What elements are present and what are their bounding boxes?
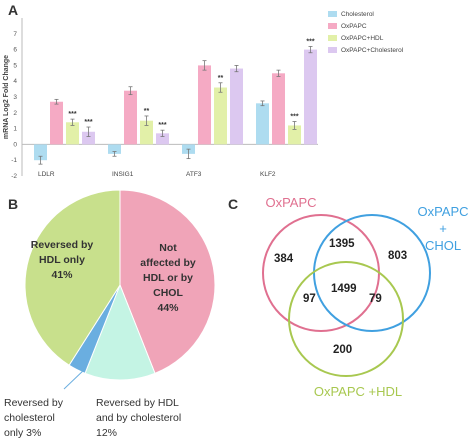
y-tick-label: 7 xyxy=(13,31,17,38)
pie-slice xyxy=(84,283,156,381)
legend-label: OxPAPC+HDL xyxy=(341,34,384,42)
bar xyxy=(214,87,227,145)
y-tick-label: 3 xyxy=(13,94,17,101)
bar xyxy=(256,103,269,145)
panel-label-c: C xyxy=(228,196,239,212)
significance-label: *** xyxy=(84,119,92,126)
panel-label-b: B xyxy=(8,196,19,212)
venn-region-oxpapc-only: 384 xyxy=(274,253,294,265)
significance-label: *** xyxy=(306,38,314,45)
venn-title-oxpapc-hdl: OxPAPC +HDL xyxy=(313,384,403,399)
bar xyxy=(50,101,63,145)
legend-swatch xyxy=(328,35,337,41)
legend-swatch xyxy=(328,47,337,53)
legend-item-oxpapc-cholesterol: OxPAPC+Cholesterol xyxy=(328,44,403,56)
y-tick-label: 4 xyxy=(13,78,17,85)
pie-leader-line xyxy=(63,367,87,390)
x-tick-label: LDLR xyxy=(38,171,55,178)
bar xyxy=(230,68,243,145)
x-tick-label: ATF3 xyxy=(186,171,202,178)
pie-slice xyxy=(24,190,121,366)
pie-label-not-affected: Not affected by HDL or by CHOL 44% xyxy=(140,242,196,314)
y-tick-label: -2 xyxy=(11,173,17,180)
legend-item-oxpapc-hdl: OxPAPC+HDL xyxy=(328,32,403,44)
chart-legend: Cholesterol OxPAPC OxPAPC+HDL OxPAPC+Cho… xyxy=(328,8,403,56)
pie-chart xyxy=(24,190,216,390)
legend-label: OxPAPC xyxy=(341,22,367,30)
legend-swatch xyxy=(328,11,337,17)
bar xyxy=(288,125,301,145)
y-tick-label: -1 xyxy=(11,157,17,164)
bar xyxy=(124,90,137,145)
y-tick-label: 2 xyxy=(13,110,17,117)
y-tick-label: 1 xyxy=(13,126,17,133)
venn-region-oxpapc-chol: 1395 xyxy=(329,238,355,250)
y-tick-label: 0 xyxy=(13,141,17,148)
bar xyxy=(272,73,285,145)
legend-label: OxPAPC+Cholesterol xyxy=(341,46,404,54)
bar xyxy=(156,133,169,145)
venn-region-chol-hdl: 79 xyxy=(369,293,382,305)
y-tick-label: 5 xyxy=(13,62,17,69)
venn-region-all-three: 1499 xyxy=(331,283,357,295)
y-tick-label: 6 xyxy=(13,47,17,54)
legend-label: Cholesterol xyxy=(341,10,374,18)
venn-diagram xyxy=(262,214,431,377)
significance-label: ** xyxy=(144,108,150,115)
significance-label: *** xyxy=(290,113,298,120)
venn-circle-oxpapc xyxy=(262,214,380,332)
bar-chart: -2 -1 0 1 2 3 4 5 6 7 mRNA Log2 Fold Change LDLR INS… xyxy=(3,18,318,180)
venn-circle-oxpapc-chol xyxy=(313,214,431,332)
bar xyxy=(82,131,95,145)
bar xyxy=(108,144,121,154)
y-axis-label: mRNA Log2 Fold Change xyxy=(3,55,10,139)
legend-item-cholesterol: Cholesterol xyxy=(328,8,403,20)
legend-item-oxpapc: OxPAPC xyxy=(328,20,403,32)
bar xyxy=(304,49,317,145)
bar xyxy=(66,122,79,145)
x-tick-label: KLF2 xyxy=(260,171,276,178)
significance-label: ** xyxy=(218,75,224,82)
bar xyxy=(140,120,153,145)
bar xyxy=(34,144,47,161)
pie-slice xyxy=(119,190,216,374)
venn-circle-oxpapc-hdl xyxy=(288,261,404,377)
significance-label: *** xyxy=(68,111,76,118)
pie-label-cholesterol-only: Reversed by cholesterol only 3% xyxy=(4,397,63,439)
pie-label-hdl-only: Reversed by HDL only 41% xyxy=(30,239,94,281)
venn-title-oxpapc-chol: OxPAPC + CHOL xyxy=(417,204,469,253)
venn-region-chol-only: 803 xyxy=(388,250,408,262)
x-tick-label: INSIG1 xyxy=(112,171,134,178)
panel-label-a: A xyxy=(8,2,19,18)
significance-label: *** xyxy=(158,122,166,129)
bar xyxy=(198,65,211,145)
venn-title-oxpapc: OxPAPC xyxy=(265,195,317,210)
pie-label-hdl-and-cholesterol: Reversed by HDL and by cholesterol 12% xyxy=(96,397,182,439)
venn-region-hdl-only: 200 xyxy=(333,344,353,356)
legend-swatch xyxy=(328,23,337,29)
venn-region-oxpapc-hdl: 97 xyxy=(303,293,316,305)
